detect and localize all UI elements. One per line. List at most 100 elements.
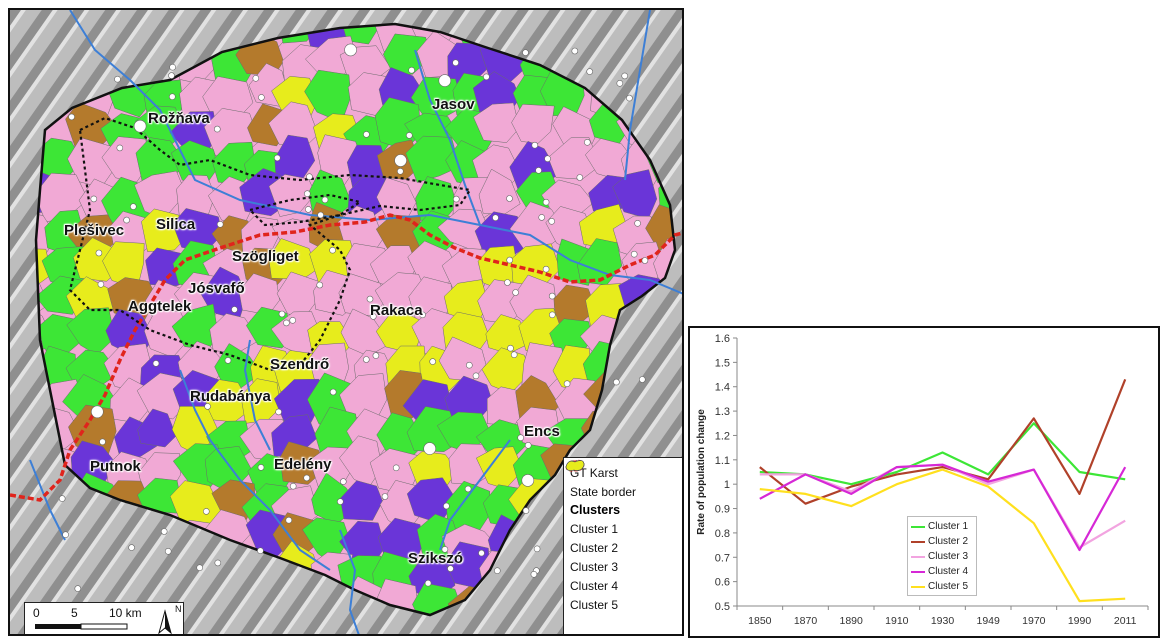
settlement-dot	[492, 214, 499, 221]
series-line-cluster-5	[759, 468, 1126, 603]
settlement-dot	[303, 190, 311, 197]
settlement-dot	[214, 125, 221, 133]
settlement-dot	[204, 403, 211, 410]
settlement-dot	[168, 72, 175, 79]
y-tick-label: 0.5	[715, 601, 730, 613]
legend-clusters-title: Clusters	[570, 503, 621, 517]
x-tick-label: 1910	[885, 615, 909, 627]
scale-label: 0	[33, 606, 40, 620]
settlement-dot	[423, 442, 437, 455]
settlement-dot	[405, 132, 413, 139]
settlement-dot	[252, 75, 260, 82]
karst-outline	[247, 193, 363, 227]
chart-legend-item: Cluster 5	[911, 579, 973, 594]
x-tick-label: 1970	[1022, 615, 1046, 627]
karst-outline	[68, 116, 472, 372]
settlement-dot	[231, 306, 238, 313]
settlement-dot	[535, 167, 542, 174]
town-label: Edelény	[274, 456, 332, 473]
y-tick-label: 0.8	[715, 528, 730, 540]
settlement-dot	[128, 544, 135, 551]
settlement-dot	[91, 405, 104, 419]
series-line-cluster-4	[759, 463, 1127, 552]
legend-line-swatch	[911, 540, 925, 543]
settlement-dot	[548, 311, 556, 319]
settlement-dot	[396, 168, 404, 175]
settlement-dot	[571, 47, 579, 55]
settlement-dot	[123, 216, 130, 224]
settlement-dot	[512, 289, 519, 296]
legend-cluster-5: Cluster 5	[565, 460, 681, 614]
chart-legend-label: Cluster 1	[928, 521, 969, 532]
town-label: Jasov	[432, 96, 475, 113]
settlement-dot	[641, 257, 649, 264]
settlement-dot	[583, 139, 591, 146]
settlement-dot	[306, 173, 313, 180]
legend-line-swatch	[911, 585, 925, 588]
settlement-dot	[531, 141, 539, 149]
map-panel[interactable]: Rožňava Jasov Plešivec Silica Szögliget …	[8, 8, 684, 636]
settlement-dot	[97, 280, 105, 288]
town-label: Szendrő	[270, 356, 330, 373]
settlement-dot	[116, 144, 124, 152]
settlement-dot	[443, 502, 450, 510]
settlement-dot	[336, 498, 344, 505]
chart-legend-item: Cluster 3	[911, 549, 973, 564]
legend-label: Cluster 5	[570, 597, 619, 612]
settlement-dot	[329, 388, 337, 396]
settlement-dot	[196, 564, 203, 572]
x-tick-label: 1949	[976, 615, 1000, 627]
chart-legend-item: Cluster 1	[911, 519, 973, 534]
state-border-line	[10, 213, 682, 502]
settlement-dot	[321, 196, 329, 204]
river	[439, 439, 511, 551]
settlement-dot	[114, 75, 121, 83]
settlement-dot	[506, 195, 513, 202]
x-tick-label: 2011	[1114, 615, 1137, 627]
y-tick-label: 1.1	[715, 455, 730, 467]
legend-label: State border	[570, 484, 637, 499]
town-label: Plešivec	[64, 222, 125, 239]
settlement-dot	[517, 434, 525, 442]
settlement-dot	[303, 474, 311, 482]
y-axis-title: Rate of population change	[696, 409, 707, 535]
y-tick-label: 0.7	[715, 552, 730, 564]
scale-label: 5	[71, 606, 78, 620]
settlement-dot	[283, 319, 290, 327]
y-tick-label: 1.2	[715, 430, 730, 442]
cluster-5-swatch-icon	[565, 460, 585, 471]
settlement-dot	[630, 250, 638, 258]
settlement-dot	[548, 292, 556, 300]
settlement-dot	[130, 203, 137, 210]
town-label: Encs	[524, 423, 560, 440]
legend-karst: GT Karst	[565, 460, 681, 482]
settlement-dot	[369, 313, 377, 320]
series-line-cluster-1	[759, 422, 1126, 486]
settlement-dot	[366, 295, 374, 303]
town-label: Rožňava	[148, 110, 210, 127]
settlement-dot	[224, 357, 232, 364]
settlement-dot	[548, 218, 556, 225]
settlement-dot	[616, 80, 624, 87]
settlement-dot	[408, 66, 415, 74]
y-tick-label: 0.6	[715, 577, 730, 589]
settlement-dot	[522, 49, 529, 56]
settlement-dot	[344, 43, 357, 57]
legend-cluster-4: Cluster 4	[565, 460, 681, 595]
settlement-dot	[542, 265, 550, 273]
settlement-dot	[507, 344, 514, 352]
x-tick-label: 1990	[1068, 615, 1092, 627]
x-tick-label: 1930	[931, 615, 955, 627]
settlement-dot	[257, 547, 264, 555]
settlement-dot	[90, 195, 98, 203]
settlement-dot	[478, 549, 485, 557]
settlement-dot	[214, 559, 222, 567]
settlement-dot	[452, 59, 459, 67]
settlement-dot	[483, 73, 490, 81]
town-label: Rudabánya	[190, 388, 271, 405]
legend-line-swatch	[911, 570, 925, 573]
settlement-dot	[472, 372, 480, 380]
settlement-dot	[372, 352, 380, 359]
map-canvas	[10, 10, 682, 634]
legend-border: State border	[565, 459, 681, 501]
